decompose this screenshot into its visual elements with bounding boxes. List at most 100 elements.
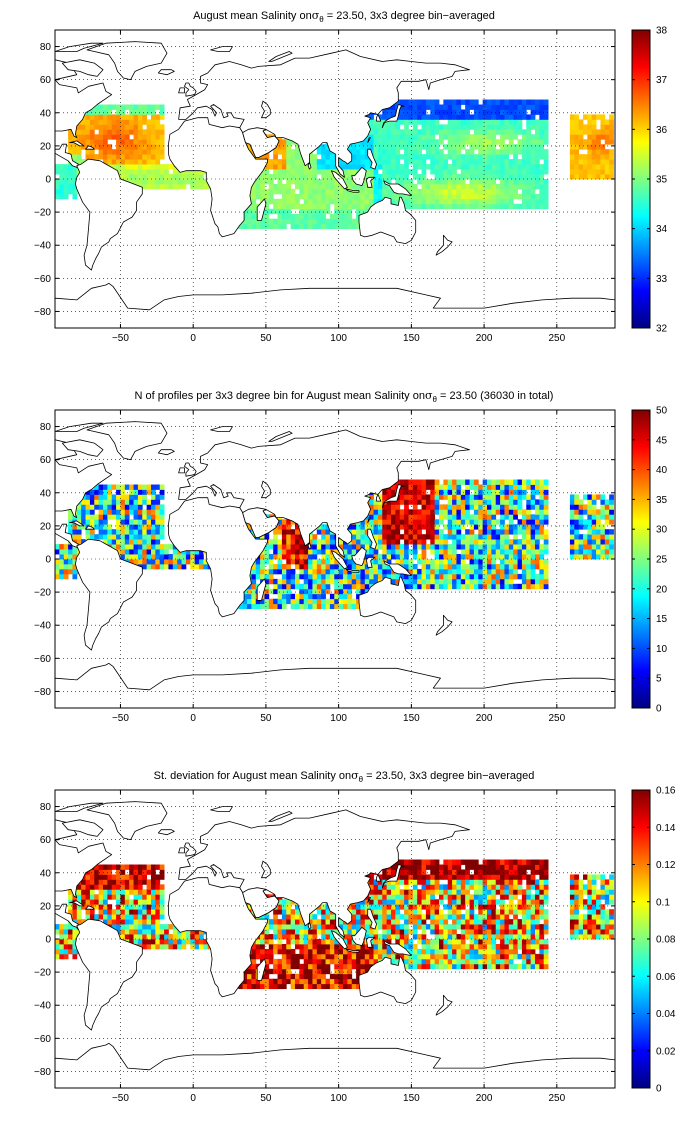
data-cell xyxy=(312,573,318,580)
data-cell xyxy=(273,603,278,610)
data-cell xyxy=(172,183,178,190)
data-cell xyxy=(72,563,78,570)
data-cell xyxy=(364,139,370,145)
data-cell xyxy=(316,208,322,215)
coastline-new-zealand xyxy=(435,234,453,256)
data-cell xyxy=(356,223,361,230)
data-cell xyxy=(120,909,126,915)
data-cell xyxy=(386,573,392,580)
data-cell xyxy=(386,164,392,170)
data-cell xyxy=(404,99,409,105)
data-cell xyxy=(264,568,270,575)
data-cell xyxy=(151,899,156,905)
data-cell xyxy=(155,514,161,520)
data-cell xyxy=(103,484,108,490)
data-cell xyxy=(151,183,156,190)
data-cell xyxy=(434,104,440,110)
data-cell xyxy=(574,164,580,170)
data-cell xyxy=(120,149,126,155)
data-cell xyxy=(89,154,95,160)
data-cell xyxy=(89,534,95,540)
data-cell xyxy=(329,919,335,925)
data-cell xyxy=(295,963,300,970)
data-cell xyxy=(596,534,601,540)
data-cell xyxy=(81,124,86,130)
data-cell xyxy=(68,943,73,950)
data-cell xyxy=(85,489,91,495)
data-cell xyxy=(159,129,165,135)
data-cell xyxy=(434,198,440,205)
data-cell xyxy=(417,104,422,110)
data-cell xyxy=(391,529,396,535)
data-cell xyxy=(364,578,370,585)
data-cell xyxy=(482,139,488,145)
data-cell xyxy=(124,894,130,900)
data-cell xyxy=(177,183,182,190)
data-cell xyxy=(247,968,252,975)
data-cell xyxy=(543,504,549,510)
data-cell xyxy=(94,104,100,110)
data-cell xyxy=(103,139,108,145)
data-cell xyxy=(421,549,427,555)
data-cell xyxy=(299,159,305,165)
data-cell xyxy=(408,183,414,190)
data-cell xyxy=(591,499,597,505)
data-cell xyxy=(473,154,479,160)
data-cell xyxy=(535,539,540,545)
data-cell xyxy=(609,139,614,145)
data-cell xyxy=(286,139,292,145)
data-cell xyxy=(133,179,139,185)
data-cell xyxy=(530,119,536,125)
data-cell xyxy=(369,559,374,565)
data-cell xyxy=(299,188,305,195)
data-cell xyxy=(316,159,322,165)
data-cell xyxy=(443,514,449,520)
data-cell xyxy=(151,874,156,880)
data-cell xyxy=(478,139,484,145)
data-cell xyxy=(526,484,532,490)
data-cell xyxy=(264,198,270,205)
data-cell xyxy=(460,534,466,540)
data-cell xyxy=(281,159,287,165)
data-cell xyxy=(495,104,501,110)
data-cell xyxy=(574,529,580,535)
data-cell xyxy=(539,109,545,115)
data-cell xyxy=(133,884,139,890)
data-cell xyxy=(526,578,532,585)
data-cell xyxy=(574,154,580,160)
data-cell xyxy=(151,134,156,140)
data-cell xyxy=(408,109,414,115)
data-cell xyxy=(443,188,449,195)
data-cell xyxy=(364,549,370,555)
data-cell xyxy=(316,963,322,970)
data-cell xyxy=(587,144,593,150)
data-cell xyxy=(460,139,466,145)
data-cell xyxy=(452,489,457,495)
data-cell xyxy=(526,174,532,180)
data-cell xyxy=(116,504,121,510)
data-cell xyxy=(159,934,165,940)
data-cell xyxy=(434,109,440,115)
data-cell xyxy=(360,568,366,575)
data-cell xyxy=(521,573,527,580)
data-cell xyxy=(129,939,134,945)
data-cell xyxy=(465,583,470,590)
data-cell xyxy=(487,499,492,505)
data-cell xyxy=(268,218,274,225)
data-cell xyxy=(439,519,444,525)
data-cell xyxy=(447,164,453,170)
data-cell xyxy=(517,549,523,555)
data-cell xyxy=(146,504,152,510)
data-cell xyxy=(325,978,331,985)
data-cell xyxy=(408,499,414,505)
data-cell xyxy=(495,188,501,195)
data-cell xyxy=(439,104,444,110)
data-cell xyxy=(107,894,113,900)
data-cell xyxy=(308,914,313,920)
coastline-ireland xyxy=(178,87,185,94)
data-cell xyxy=(146,144,152,150)
data-cell xyxy=(312,948,318,955)
data-cell xyxy=(578,499,584,505)
data-cell xyxy=(434,519,440,525)
data-cell xyxy=(59,939,65,945)
